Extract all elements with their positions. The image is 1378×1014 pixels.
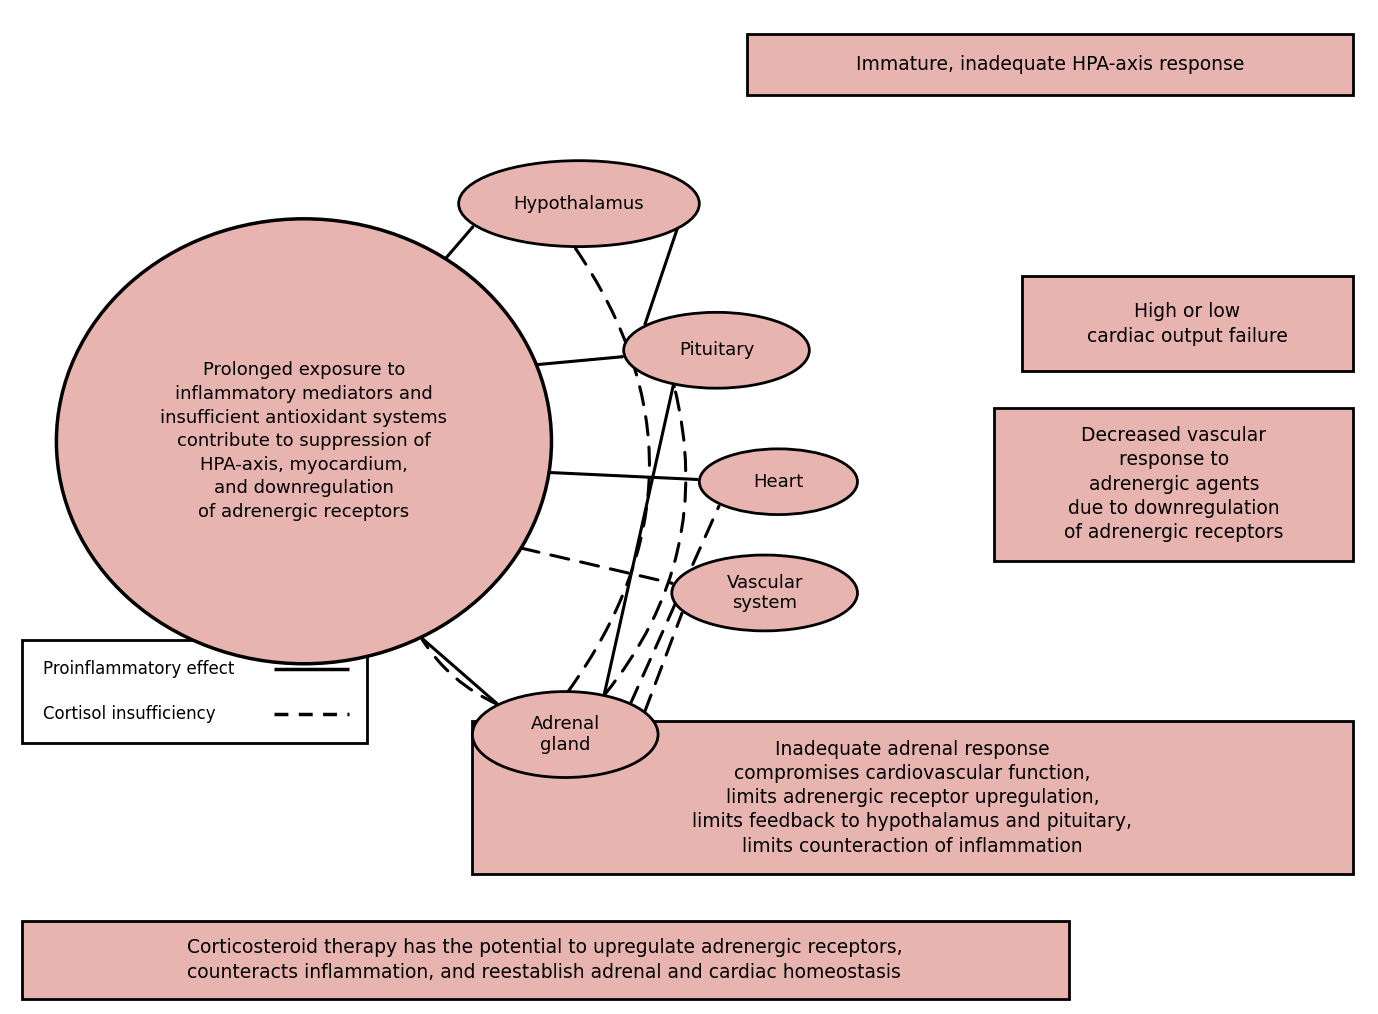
FancyBboxPatch shape <box>22 641 367 742</box>
FancyArrowPatch shape <box>548 473 697 480</box>
Text: Decreased vascular
response to
adrenergic agents
due to downregulation
of adrene: Decreased vascular response to adrenergi… <box>1064 426 1283 542</box>
Text: Inadequate adrenal response
compromises cardiovascular function,
limits adrenerg: Inadequate adrenal response compromises … <box>693 740 1133 856</box>
FancyArrowPatch shape <box>645 228 678 323</box>
Text: Hypothalamus: Hypothalamus <box>514 195 645 213</box>
FancyArrowPatch shape <box>630 506 719 704</box>
FancyArrowPatch shape <box>645 613 682 712</box>
Text: Vascular
system: Vascular system <box>726 574 803 612</box>
Text: Cortisol insufficiency: Cortisol insufficiency <box>43 705 215 723</box>
Text: Pituitary: Pituitary <box>679 342 754 359</box>
FancyArrowPatch shape <box>420 638 496 703</box>
Text: Immature, inadequate HPA-axis response: Immature, inadequate HPA-axis response <box>856 55 1244 74</box>
FancyArrowPatch shape <box>521 549 672 583</box>
Text: High or low
cardiac output failure: High or low cardiac output failure <box>1087 302 1288 346</box>
Text: Corticosteroid therapy has the potential to upregulate adrenergic receptors,
cou: Corticosteroid therapy has the potential… <box>187 938 903 982</box>
Text: Adrenal
gland: Adrenal gland <box>531 715 599 754</box>
Ellipse shape <box>473 692 659 778</box>
FancyBboxPatch shape <box>747 33 1353 95</box>
Text: Proinflammatory effect: Proinflammatory effect <box>43 660 234 678</box>
Ellipse shape <box>624 312 809 388</box>
Ellipse shape <box>56 219 551 664</box>
Text: Heart: Heart <box>754 473 803 491</box>
FancyBboxPatch shape <box>1022 277 1353 371</box>
Ellipse shape <box>699 449 857 514</box>
Ellipse shape <box>672 555 857 631</box>
Ellipse shape <box>459 160 699 246</box>
FancyBboxPatch shape <box>22 921 1068 1000</box>
FancyArrowPatch shape <box>568 248 649 692</box>
FancyArrowPatch shape <box>605 384 674 693</box>
FancyArrowPatch shape <box>604 386 686 696</box>
FancyArrowPatch shape <box>536 357 623 365</box>
FancyBboxPatch shape <box>471 721 1353 874</box>
FancyBboxPatch shape <box>995 408 1353 561</box>
FancyArrowPatch shape <box>445 227 473 259</box>
FancyArrowPatch shape <box>423 640 499 705</box>
Text: Prolonged exposure to
inflammatory mediators and
insufficient antioxidant system: Prolonged exposure to inflammatory media… <box>160 361 448 521</box>
